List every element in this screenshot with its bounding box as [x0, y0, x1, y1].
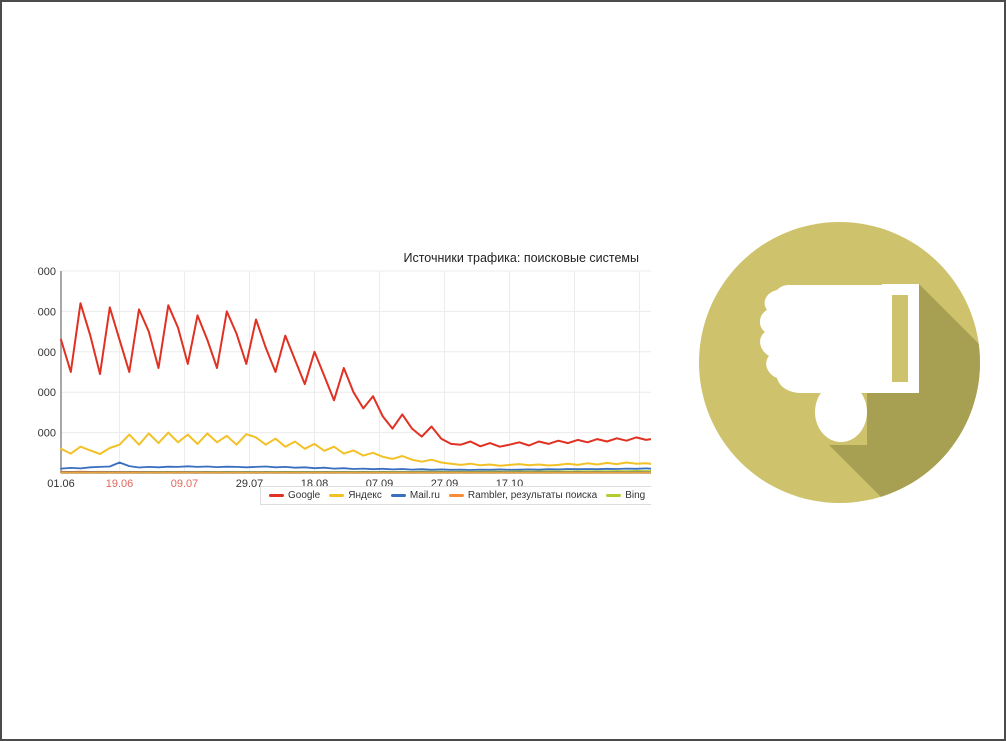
cuff-shape: [882, 284, 919, 393]
y-tick-label: 3 000: [34, 347, 56, 359]
chart-legend: Google Яндекс Mail.ru Rambler, результаты п…: [260, 486, 651, 505]
badge-long-shadow: [829, 284, 980, 503]
line-chart-svg: 1 000 2 000 3 000 4 000 5 000 01.06 19.06 09.07…: [34, 266, 651, 490]
x-tick-label: 09.07: [171, 478, 199, 490]
y-tick-label: 2 000: [34, 387, 56, 399]
x-tick-label: 29.07: [236, 478, 264, 490]
x-tick-label: 19.06: [106, 478, 134, 490]
legend-item: Яндекс: [329, 490, 382, 501]
series-line-2: [60, 461, 651, 471]
legend-swatch: [269, 494, 284, 497]
y-tick-label: 5 000: [34, 266, 56, 278]
legend-swatch: [329, 494, 345, 497]
traffic-chart: Источники трафика: поисковые системы 1 0…: [34, 250, 651, 512]
series-line-0: [60, 302, 651, 448]
legend-label: Rambler, результаты поиска: [467, 490, 598, 501]
y-tick-label: 4 000: [34, 306, 56, 318]
thumbs-down-badge: [699, 222, 980, 503]
legend-swatch: [448, 494, 464, 497]
thumbs-down-icon: [759, 284, 919, 442]
legend-label: Bing: [625, 490, 646, 501]
legend-item: Bing: [606, 490, 645, 501]
y-tick-label: 1 000: [34, 428, 56, 440]
legend-item: Mail.ru: [390, 490, 440, 501]
legend-swatch: [390, 494, 406, 497]
legend-label: Google: [288, 490, 321, 501]
thumb-shape: [815, 382, 867, 442]
legend-item: Google: [269, 490, 320, 501]
legend-swatch: [606, 494, 622, 497]
chart-title: Источники трафика: поисковые системы: [403, 251, 639, 265]
thumb-fist-shape: [759, 285, 882, 393]
series-line-1: [60, 431, 651, 467]
legend-item: Rambler, результаты поиска: [448, 490, 598, 501]
legend-label: Mail.ru: [409, 490, 440, 501]
legend-label: Яндекс: [348, 490, 382, 501]
x-tick-label: 01.06: [47, 478, 75, 490]
